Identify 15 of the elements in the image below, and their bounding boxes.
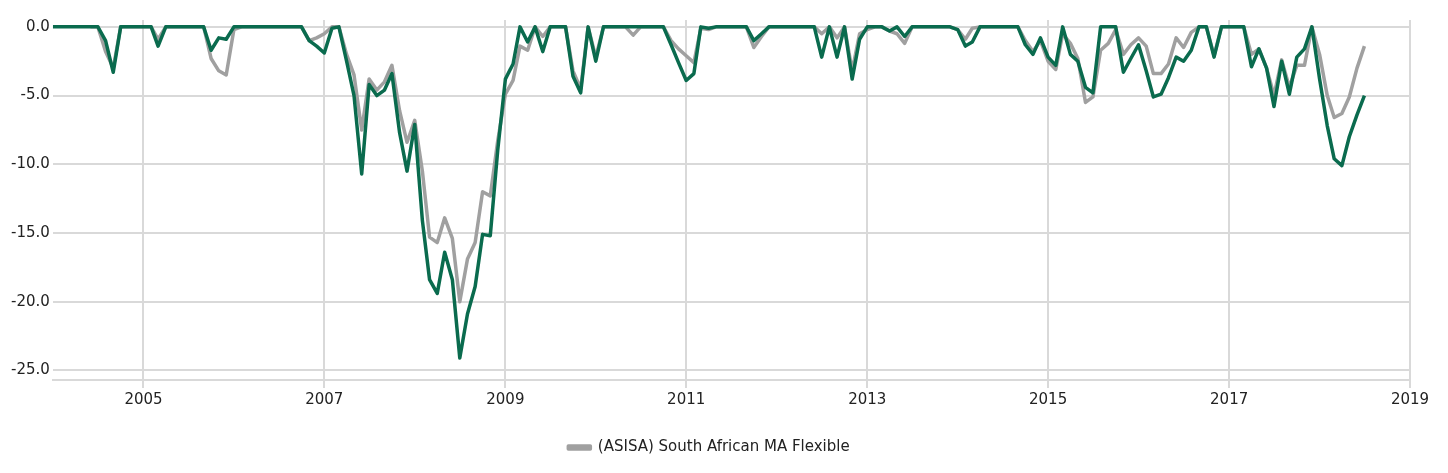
x-tick-label: 2017: [1210, 389, 1249, 408]
y-tick-label: -5.0: [20, 85, 50, 104]
x-tick-label: 2009: [486, 389, 525, 408]
y-tick-label: 0.0: [25, 16, 50, 35]
x-tick-label: 2005: [124, 389, 163, 408]
y-tick-label: -20.0: [11, 291, 50, 310]
x-tick-label: 2007: [305, 389, 344, 408]
y-tick-label: -15.0: [11, 222, 50, 241]
x-tick-label: 2015: [1029, 389, 1068, 408]
x-tick-label: 2019: [1390, 389, 1430, 408]
y-tick-label: -25.0: [11, 360, 50, 379]
x-tick-label: 2013: [848, 389, 887, 408]
legend-label: (ASISA) South African MA Flexible: [597, 437, 850, 456]
y-tick-label: -10.0: [11, 154, 50, 173]
x-tick-label: 2011: [667, 389, 706, 408]
